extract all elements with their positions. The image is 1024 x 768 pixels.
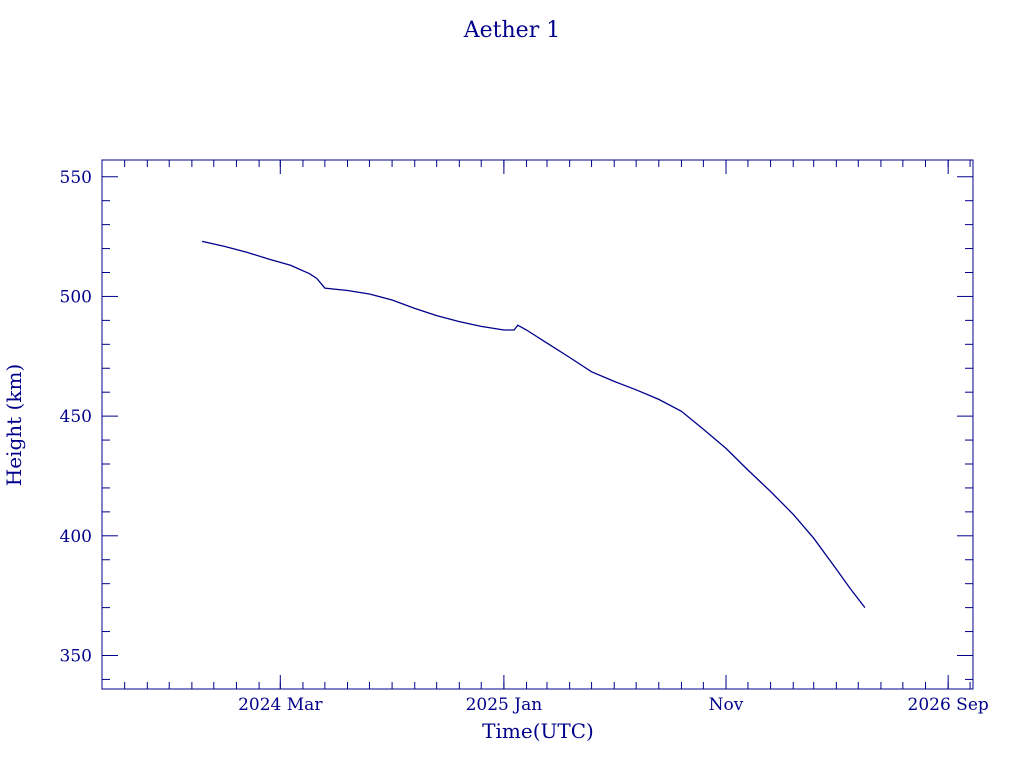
x-axis-label: Time(UTC) bbox=[482, 719, 594, 743]
chart-title: Aether 1 bbox=[463, 18, 560, 43]
x-tick-label: 2024 Mar bbox=[238, 695, 323, 715]
x-tick-label: 2026 Sep bbox=[908, 695, 989, 715]
plot-frame bbox=[101, 159, 974, 690]
y-tick-label: 450 bbox=[60, 407, 92, 427]
x-tick-labels: 2024 Mar 2025 Jan Nov 2026 Sep bbox=[238, 695, 989, 715]
y-axis-label: Height (km) bbox=[2, 364, 26, 486]
height-series-line bbox=[201, 240, 866, 608]
x-tick-label: 2025 Jan bbox=[466, 695, 543, 715]
x-tick-label: Nov bbox=[709, 695, 744, 715]
y-tick-labels: 350 400 450 500 550 bbox=[60, 168, 92, 667]
y-tick-label: 350 bbox=[60, 646, 92, 666]
y-tick-label: 400 bbox=[60, 527, 92, 547]
y-tick-label: 500 bbox=[60, 287, 92, 307]
y-tick-label: 550 bbox=[60, 168, 92, 188]
axis-ticks bbox=[102, 160, 973, 689]
